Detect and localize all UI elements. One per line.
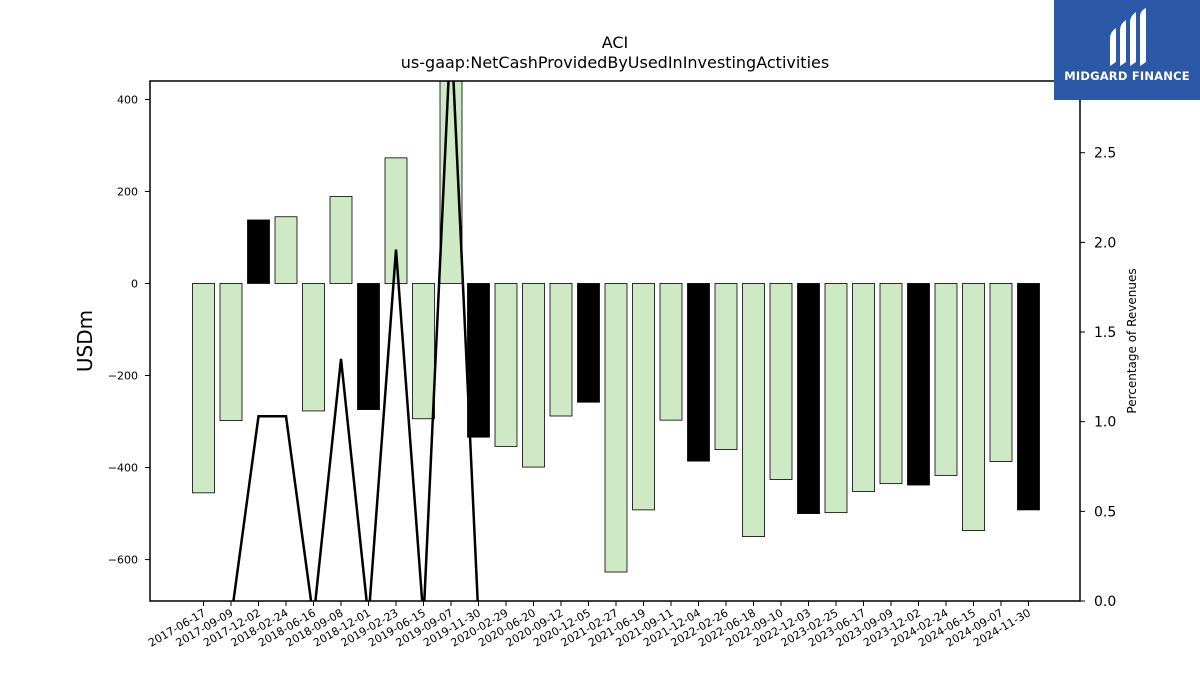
bar-2021-09-11 [659, 283, 683, 421]
bar-2020-06-20 [522, 283, 545, 468]
bar-2022-12-03 [797, 283, 820, 514]
bar-2018-06-16 [302, 283, 325, 412]
bar-2023-09-09 [879, 283, 903, 485]
bar-2023-06-17 [852, 283, 875, 492]
y-tick-label: 0 [131, 277, 138, 290]
y2-tick-label: 1.5 [1094, 325, 1116, 341]
bar-2023-02-25 [824, 283, 848, 514]
bar-2017-12-02 [247, 219, 270, 284]
y2-tick-label: 2.0 [1094, 235, 1116, 251]
y2-tick-label: 0.5 [1094, 504, 1116, 520]
bar-2017-09-09 [219, 283, 243, 422]
chart-subtitle: us-gaap:NetCashProvidedByUsedInInvesting… [401, 53, 829, 72]
bar-2023-12-02 [907, 283, 930, 486]
bar-2022-02-26 [714, 283, 738, 451]
y-tick-label: 200 [117, 185, 138, 198]
y-tick-label: −200 [108, 370, 138, 383]
chart-title: ACI [602, 33, 629, 52]
y-tick-label: −400 [108, 462, 138, 475]
midgard-finance-logo: MIDGARD FINANCE [1054, 0, 1200, 100]
y-tick-label: 400 [117, 93, 138, 106]
bar-2021-12-04 [687, 283, 710, 462]
bar-2022-09-10 [769, 283, 793, 480]
bar-2019-06-15 [412, 283, 435, 420]
bar-2020-12-05 [577, 283, 600, 403]
bar-2020-02-29 [494, 283, 518, 447]
bar-2024-06-15 [962, 283, 985, 531]
plot-frame [149, 80, 1081, 602]
bar-2021-06-19 [632, 283, 655, 511]
bar-2018-09-08 [329, 196, 353, 284]
bar-2017-06-17 [192, 283, 215, 494]
revenue-percentage-line [232, 81, 479, 601]
bar-2019-02-23 [384, 157, 408, 284]
y2-axis-label: Percentage of Revenues [1125, 268, 1139, 413]
y2-tick-label: 2.5 [1094, 146, 1116, 162]
bar-2022-06-18 [742, 283, 765, 537]
bar-2018-12-01 [357, 283, 380, 410]
y-tick-label: −600 [108, 554, 138, 567]
logo-mark-icon [1110, 8, 1146, 66]
y2-tick-label: 1.0 [1094, 415, 1116, 431]
bar-2024-02-24 [934, 283, 958, 476]
bar-2020-09-12 [549, 283, 573, 417]
bar-2019-11-30 [467, 283, 490, 438]
bar-2024-09-07 [989, 283, 1013, 462]
y2-tick-label: 0.0 [1094, 594, 1116, 610]
y-axis-label: USDm [73, 310, 97, 372]
bar-2024-11-30 [1017, 283, 1040, 511]
bar-2018-02-24 [274, 216, 298, 284]
logo-text: MIDGARD FINANCE [1064, 69, 1190, 83]
bar-2021-02-27 [604, 283, 628, 573]
